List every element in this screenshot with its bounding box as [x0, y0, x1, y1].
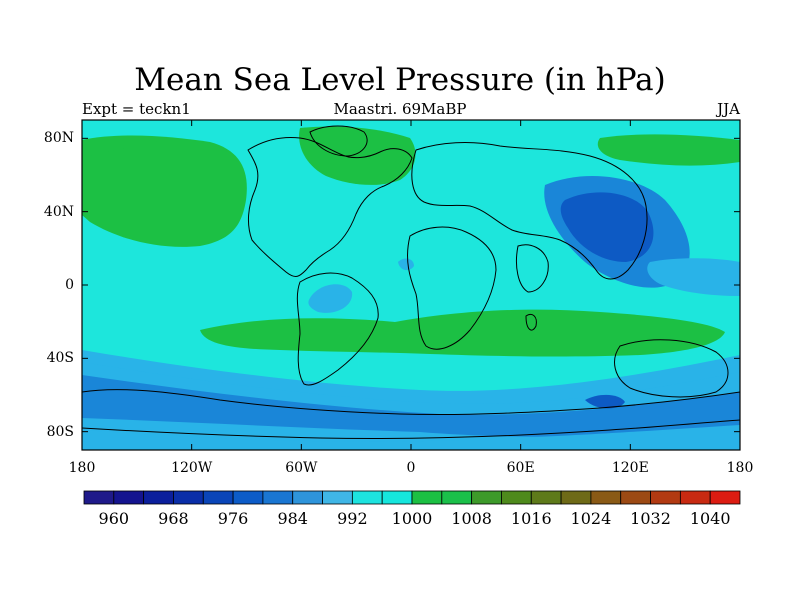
x-tick-label: 0 — [406, 460, 416, 476]
period-label: Maastri. 69MaBP — [333, 100, 467, 118]
colorbar-swatch — [232, 490, 264, 505]
colorbar-label: 968 — [158, 509, 189, 528]
colorbar-swatch — [620, 490, 651, 505]
colorbar-label: 992 — [337, 509, 368, 528]
colorbar-swatch — [262, 490, 294, 505]
colorbar-label: 960 — [98, 509, 130, 528]
colorbar-swatch — [530, 490, 562, 505]
colorbar-swatch — [202, 490, 234, 505]
colorbar-swatch — [471, 490, 502, 505]
colorbar-swatch — [441, 490, 473, 505]
colorbar-label: 1032 — [630, 509, 671, 528]
season-label: JJA — [717, 100, 740, 118]
coastlines — [82, 125, 740, 440]
coast-eurasia — [411, 142, 648, 280]
colorbar-swatch — [173, 490, 204, 505]
axis-ticks — [81, 120, 741, 450]
colorbar — [83, 490, 741, 505]
coast-africa — [407, 226, 497, 350]
y-tick-label: 0 — [65, 277, 74, 293]
x-tick-label: 120W — [171, 460, 213, 476]
colorbar-swatch — [351, 490, 383, 505]
colorbar-swatch — [292, 490, 323, 505]
chart-title: Mean Sea Level Pressure (in hPa) — [134, 62, 666, 98]
coast-north-america — [247, 137, 413, 277]
coast-india — [515, 244, 549, 293]
coast-antarctica-south — [82, 419, 740, 440]
colorbar-label: 1040 — [689, 509, 731, 528]
x-tick-label: 60W — [285, 460, 318, 476]
north-atlantic-high — [299, 126, 416, 185]
colorbar-swatch — [411, 490, 443, 505]
y-tick-label: 40N — [43, 203, 74, 220]
colorbar-label: 1008 — [451, 509, 492, 528]
colorbar-swatch — [650, 490, 681, 505]
colorbar-swatch — [709, 490, 741, 505]
map-field — [82, 120, 740, 450]
coast-antarctica — [82, 389, 740, 416]
y-tick-label: 80N — [43, 130, 74, 147]
southern-subtropical-high — [200, 309, 725, 357]
coast-greenland — [309, 125, 368, 157]
southern-low-band-deep — [82, 375, 740, 437]
southern-low-band-deepest — [585, 394, 625, 409]
colorbar-swatch — [501, 490, 532, 505]
colorbar-swatch — [143, 490, 174, 505]
africa-low — [398, 258, 414, 271]
colorbar-label: 1024 — [570, 509, 612, 528]
coast-madagascar — [525, 313, 537, 331]
colorbar-swatch — [590, 490, 622, 505]
experiment-label: Expt = teckn1 — [82, 100, 191, 118]
x-tick-label: 120E — [611, 460, 649, 476]
colorbar-swatch — [83, 490, 115, 505]
colorbar-label: 1000 — [391, 509, 433, 528]
antarctic-rim-band — [82, 425, 740, 450]
x-tick-label: 180 — [726, 460, 754, 476]
colorbar-label: 984 — [277, 509, 308, 528]
y-tick-label: 80S — [46, 423, 74, 440]
arctic-high-west — [82, 138, 160, 158]
coast-australia — [614, 339, 729, 398]
colorbar-swatch — [679, 490, 711, 505]
colorbar-swatch — [560, 490, 592, 505]
colorbar-swatch — [322, 490, 353, 505]
x-tick-label: 60E — [506, 460, 535, 476]
north-pacific-high — [82, 135, 247, 247]
asian-low-inner — [560, 192, 654, 262]
x-tick-label: 180 — [68, 460, 96, 476]
east-pacific-low — [647, 258, 740, 296]
colorbar-label: 1016 — [510, 509, 552, 528]
colorbar-label: 976 — [217, 509, 249, 528]
colorbar-swatch — [381, 490, 413, 505]
y-tick-label: 40S — [46, 350, 74, 367]
arctic-high — [597, 134, 740, 166]
colorbar-swatch — [113, 490, 145, 505]
coast-south-america — [296, 272, 379, 386]
south-america-low — [308, 284, 353, 313]
